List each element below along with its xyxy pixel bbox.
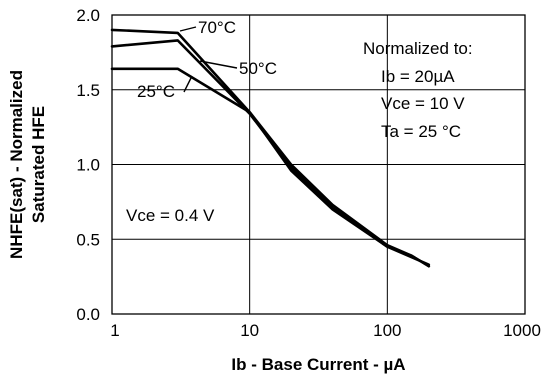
series-label-25c: 25°C	[137, 82, 175, 101]
label-leader	[183, 75, 193, 93]
series-label-70c: 70°C	[198, 18, 236, 37]
tick-layer: 0.0 0.5 1.0 1.5 2.0 1 10 100 1000	[76, 6, 541, 340]
vce-note: Vce = 0.4 V	[126, 206, 215, 225]
normalization-note: Normalized to: Ib = 20µA Vce = 10 V Ta =…	[363, 39, 473, 141]
series-line	[110, 67, 431, 267]
plot-frame	[111, 14, 526, 315]
y-tick-label: 1.5	[76, 81, 100, 100]
y-tick-label: 0.5	[76, 230, 100, 249]
y-axis-title-line-1: NHFE(sat) - Normalized	[7, 70, 26, 259]
note-line-2: Ib = 20µA	[381, 67, 455, 86]
label-leader	[199, 60, 238, 69]
x-tick-label: 1000	[503, 321, 541, 340]
note-line-4: Ta = 25 °C	[381, 122, 461, 141]
x-tick-label: 10	[240, 321, 259, 340]
series-label-50c: 50°C	[239, 59, 277, 78]
y-tick-label: 0.0	[76, 305, 100, 324]
grid-layer	[112, 15, 525, 314]
note-line-3: Vce = 10 V	[381, 94, 465, 113]
x-tick-label: 100	[373, 321, 401, 340]
y-axis-title-line-2: Saturated HFE	[29, 106, 48, 223]
x-axis-title: Ib - Base Current - µA	[231, 355, 405, 374]
series-layer	[110, 26, 431, 268]
note-line-1: Normalized to:	[363, 39, 473, 58]
y-tick-label: 1.0	[76, 156, 100, 175]
y-tick-label: 2.0	[76, 6, 100, 25]
label-leader	[179, 26, 197, 32]
x-tick-label: 1	[110, 321, 119, 340]
